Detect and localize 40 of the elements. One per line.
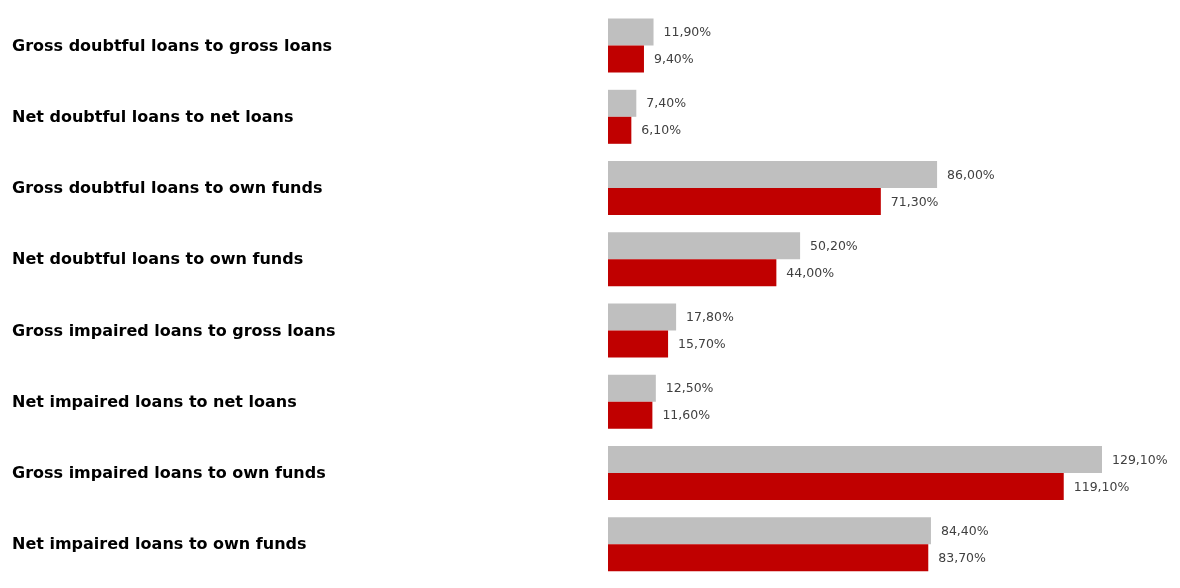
bar [608,188,881,216]
data-label: 83,70% [938,549,987,565]
bar [608,89,637,117]
y-tick-label: Net doubtful loans to own funds [12,249,304,269]
bar [608,517,931,545]
y-tick-label: Net doubtful loans to net loans [12,106,294,126]
bar [608,330,669,358]
data-label: 7,40% [646,95,687,111]
data-label: 119,10% [1073,478,1130,494]
data-label: 50,20% [810,237,858,253]
data-label: 6,10% [641,122,682,138]
data-label: 15,70% [678,336,726,352]
bar [608,232,801,260]
data-label: 9,40% [653,51,694,67]
data-label: 11,90% [663,24,712,40]
bar [608,45,644,73]
data-label: 44,00% [786,264,835,280]
data-label: 129,10% [1112,451,1168,467]
bar [608,544,929,572]
bar [608,303,677,331]
bar [608,374,656,402]
data-label: 84,40% [940,522,989,538]
data-label: 17,80% [686,309,734,325]
data-label: 71,30% [890,193,939,209]
y-tick-label: Gross impaired loans to gross loans [12,320,336,340]
bar [608,473,1064,501]
bar [608,446,1102,474]
data-label: 12,50% [665,380,714,396]
bar [608,116,632,144]
bar [608,18,654,46]
bar [608,401,653,429]
bar [608,161,938,189]
data-label: 11,60% [662,407,711,423]
y-tick-label: Gross doubtful loans to own funds [12,178,323,198]
y-tick-label: Net impaired loans to own funds [12,534,307,554]
y-tick-label: Gross impaired loans to own funds [12,463,326,483]
data-label: 86,00% [947,166,995,182]
y-tick-label: Gross doubtful loans to gross loans [12,35,333,55]
y-tick-label: Net impaired loans to net loans [12,391,297,411]
bar [608,259,777,287]
